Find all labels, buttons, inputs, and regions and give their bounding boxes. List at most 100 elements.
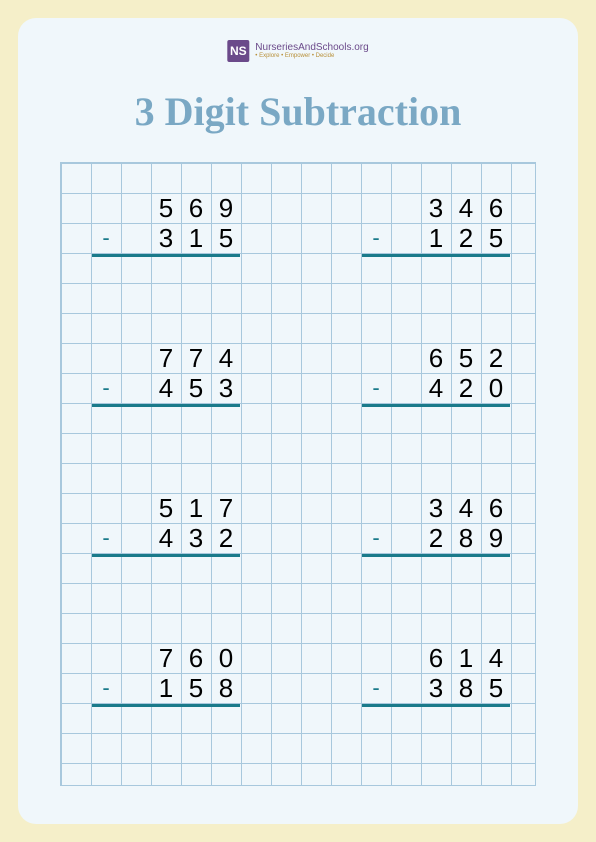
digit-cell: 2 (481, 343, 511, 373)
digit-cell: 3 (421, 193, 451, 223)
digit-cell: 4 (151, 523, 181, 553)
blank-cell (91, 343, 121, 373)
minuend-row: 614 (361, 643, 511, 673)
blank-cell (361, 493, 391, 523)
answer-line (92, 404, 240, 407)
blank-cell (391, 193, 421, 223)
subtrahend-row: -432 (91, 523, 241, 553)
digit-cell: 6 (421, 343, 451, 373)
minus-sign: - (361, 373, 391, 403)
digit-cell: 3 (421, 493, 451, 523)
minuend-row: 517 (91, 493, 241, 523)
subtraction-problem: 774-453 (91, 343, 241, 407)
digit-cell: 1 (151, 673, 181, 703)
blank-cell (121, 523, 151, 553)
digit-cell: 9 (481, 523, 511, 553)
subtraction-problem: 346-289 (361, 493, 511, 557)
subtraction-problem: 346-125 (361, 193, 511, 257)
logo-icon: NS (227, 40, 249, 62)
subtrahend-row: -289 (361, 523, 511, 553)
digit-cell: 5 (451, 343, 481, 373)
answer-line (92, 704, 240, 707)
digit-cell: 5 (151, 193, 181, 223)
logo-main-text: NurseriesAndSchools.org (255, 42, 368, 53)
blank-cell (121, 193, 151, 223)
worksheet-grid: 569-315346-125774-453652-420517-432346-2… (60, 162, 536, 786)
blank-cell (391, 523, 421, 553)
digit-cell: 8 (451, 673, 481, 703)
minuend-row: 346 (361, 493, 511, 523)
answer-line (92, 254, 240, 257)
digit-cell: 7 (181, 343, 211, 373)
blank-cell (391, 343, 421, 373)
minus-sign: - (361, 673, 391, 703)
digit-cell: 6 (181, 643, 211, 673)
blank-cell (121, 343, 151, 373)
minuend-row: 774 (91, 343, 241, 373)
digit-cell: 4 (211, 343, 241, 373)
digit-cell: 5 (181, 673, 211, 703)
digit-cell: 3 (211, 373, 241, 403)
digit-cell: 2 (211, 523, 241, 553)
digit-cell: 1 (421, 223, 451, 253)
blank-cell (361, 193, 391, 223)
digit-cell: 9 (211, 193, 241, 223)
blank-cell (391, 493, 421, 523)
digit-cell: 0 (211, 643, 241, 673)
subtrahend-row: -420 (361, 373, 511, 403)
digit-cell: 1 (451, 643, 481, 673)
answer-line (362, 254, 510, 257)
subtraction-problem: 614-385 (361, 643, 511, 707)
blank-cell (91, 493, 121, 523)
digit-cell: 6 (481, 193, 511, 223)
subtraction-problem: 652-420 (361, 343, 511, 407)
logo-text-block: NurseriesAndSchools.org • Explore • Empo… (255, 42, 368, 60)
digit-cell: 3 (181, 523, 211, 553)
subtrahend-row: -125 (361, 223, 511, 253)
subtrahend-row: -453 (91, 373, 241, 403)
blank-cell (121, 643, 151, 673)
blank-cell (91, 193, 121, 223)
digit-cell: 3 (151, 223, 181, 253)
minus-sign: - (361, 523, 391, 553)
digit-cell: 4 (451, 493, 481, 523)
minus-sign: - (91, 223, 121, 253)
logo-tagline: • Explore • Empower • Decide (255, 53, 368, 60)
minuend-row: 346 (361, 193, 511, 223)
digit-cell: 7 (151, 643, 181, 673)
subtraction-problem: 569-315 (91, 193, 241, 257)
blank-cell (121, 673, 151, 703)
minus-sign: - (91, 523, 121, 553)
worksheet-page: NS NurseriesAndSchools.org • Explore • E… (18, 18, 578, 824)
subtraction-problem: 760-158 (91, 643, 241, 707)
subtraction-problem: 517-432 (91, 493, 241, 557)
answer-line (362, 554, 510, 557)
minuend-row: 569 (91, 193, 241, 223)
answer-line (92, 554, 240, 557)
digit-cell: 4 (481, 643, 511, 673)
digit-cell: 7 (211, 493, 241, 523)
minus-sign: - (91, 373, 121, 403)
minuend-row: 760 (91, 643, 241, 673)
blank-cell (91, 643, 121, 673)
subtrahend-row: -158 (91, 673, 241, 703)
minus-sign: - (91, 673, 121, 703)
digit-cell: 7 (151, 343, 181, 373)
digit-cell: 1 (181, 223, 211, 253)
blank-cell (121, 223, 151, 253)
digit-cell: 3 (421, 673, 451, 703)
digit-cell: 5 (151, 493, 181, 523)
digit-cell: 4 (151, 373, 181, 403)
subtrahend-row: -315 (91, 223, 241, 253)
subtrahend-row: -385 (361, 673, 511, 703)
digit-cell: 6 (421, 643, 451, 673)
digit-cell: 2 (421, 523, 451, 553)
digit-cell: 2 (451, 373, 481, 403)
blank-cell (391, 223, 421, 253)
blank-cell (391, 373, 421, 403)
digit-cell: 1 (181, 493, 211, 523)
digit-cell: 4 (421, 373, 451, 403)
blank-cell (361, 643, 391, 673)
digit-cell: 8 (451, 523, 481, 553)
digit-cell: 5 (181, 373, 211, 403)
